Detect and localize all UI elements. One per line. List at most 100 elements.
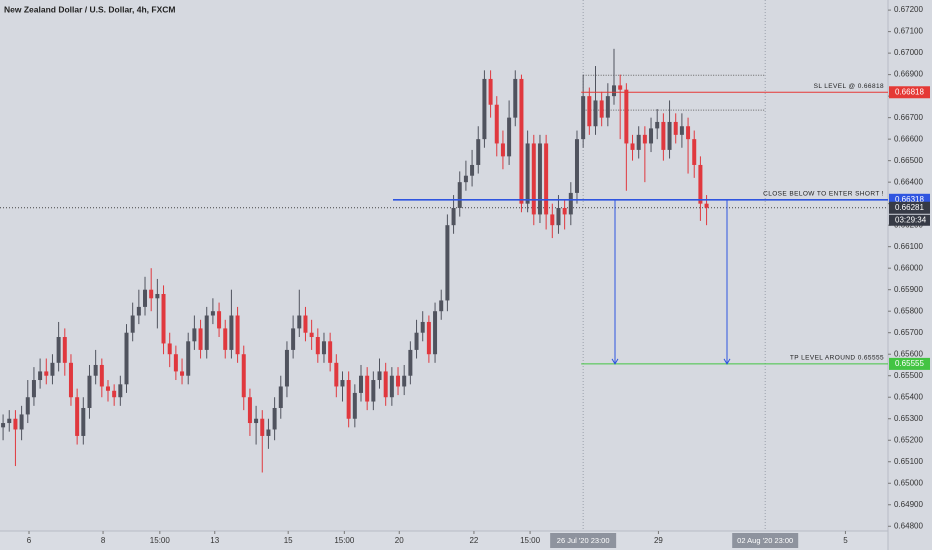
candle-body	[679, 126, 684, 135]
candle-body	[383, 371, 388, 398]
y-tick-label: 0.65400	[894, 392, 923, 401]
candle-body	[544, 143, 549, 215]
y-tick-label: 0.66900	[894, 70, 923, 79]
candle-body	[667, 121, 672, 150]
candle-body	[352, 392, 357, 419]
y-tick-label: 0.66000	[894, 263, 923, 272]
candle-body	[31, 380, 36, 398]
chart-title: New Zealand Dollar / U.S. Dollar, 4h, FX…	[4, 4, 175, 14]
y-tick-label: 0.66500	[894, 156, 923, 165]
candle-body	[599, 100, 604, 118]
candle-body	[186, 341, 191, 376]
candle-body	[241, 354, 246, 398]
candle-body	[556, 207, 561, 226]
candle-body	[698, 164, 703, 204]
candle-body	[359, 375, 364, 393]
y-tick-label: 0.65900	[894, 285, 923, 294]
candle-body	[192, 328, 197, 342]
candle-body	[377, 371, 382, 381]
candle-body	[605, 96, 610, 118]
candle-body	[278, 386, 283, 408]
candle-body	[235, 315, 240, 355]
candle-body	[414, 332, 419, 350]
level-note: SL LEVEL @ 0.66818	[814, 83, 884, 90]
candle-body	[309, 332, 314, 338]
candle-body	[661, 121, 666, 150]
candle-body	[408, 349, 413, 376]
x-tick-label: 22	[469, 536, 478, 545]
time-axis	[0, 531, 888, 550]
y-tick-label: 0.66700	[894, 113, 923, 122]
y-tick-label: 0.67100	[894, 27, 923, 36]
crosshair-tag	[550, 533, 617, 548]
candle-body	[204, 315, 209, 350]
candle-body	[38, 371, 43, 381]
y-tick-label: 0.65800	[894, 306, 923, 315]
candle-body	[624, 89, 629, 144]
price-tag-label: 0.66318	[895, 195, 924, 204]
candle-body	[334, 362, 339, 387]
x-tick-label: 15:00	[520, 536, 541, 545]
x-tick-label: 13	[210, 536, 219, 545]
candle-body	[68, 362, 73, 398]
candle-body	[531, 143, 536, 215]
y-tick-label: 0.67000	[894, 48, 923, 57]
candle-body	[655, 121, 660, 129]
candle-body	[291, 328, 296, 350]
candle-body	[519, 78, 524, 204]
candle-body	[81, 407, 86, 436]
candle-body	[612, 85, 617, 97]
x-tick-label: 29	[654, 536, 663, 545]
candle-body	[112, 390, 117, 398]
y-tick-label: 0.65000	[894, 478, 923, 487]
candle-body	[630, 143, 635, 150]
y-tick-label: 0.65100	[894, 457, 923, 466]
candle-body	[7, 418, 12, 424]
candle-body	[25, 397, 30, 415]
candle-body	[396, 375, 401, 387]
crosshair-label: 26 Jul '20 23:00	[557, 536, 610, 545]
x-tick-label: 8	[101, 536, 106, 545]
candle-body	[50, 362, 55, 376]
arrow-head	[611, 358, 619, 365]
countdown-tag	[889, 214, 930, 226]
candle-body	[167, 343, 172, 355]
candle-body	[1, 423, 6, 428]
level-note: CLOSE BELOW TO ENTER SHORT !	[763, 191, 884, 198]
candle-body	[303, 315, 308, 333]
y-tick-label: 0.67200	[894, 5, 923, 14]
candle-body	[13, 418, 18, 430]
candle-body	[389, 375, 394, 398]
y-tick-label: 0.64800	[894, 521, 923, 530]
candle-body	[124, 332, 129, 385]
candle-body	[704, 203, 709, 208]
candle-body	[420, 321, 425, 333]
candle-body	[284, 349, 289, 387]
candle-body	[482, 78, 487, 140]
candle-body	[433, 311, 438, 355]
candle-body	[642, 134, 647, 144]
y-tick-label: 0.65300	[894, 414, 923, 423]
candle-body	[328, 341, 333, 363]
level-note: TP LEVEL AROUND 0.65555	[790, 355, 884, 362]
candle-body	[118, 384, 123, 398]
candle-body	[593, 100, 598, 127]
candle-body	[155, 293, 160, 299]
candle-body	[75, 397, 80, 436]
candle-body	[315, 337, 320, 355]
y-tick-label: 0.65200	[894, 435, 923, 444]
candle-body	[463, 175, 468, 183]
candle-body	[247, 397, 252, 424]
candle-body	[562, 207, 567, 215]
y-tick-label: 0.66100	[894, 242, 923, 251]
x-tick-label: 5	[843, 536, 848, 545]
candle-body	[272, 407, 277, 430]
candle-body	[686, 126, 691, 140]
x-tick-label: 15:00	[150, 536, 171, 545]
x-tick-label: 15:00	[334, 536, 355, 545]
candle-body	[56, 337, 61, 363]
candle-body	[93, 364, 98, 376]
candle-body	[180, 371, 185, 376]
